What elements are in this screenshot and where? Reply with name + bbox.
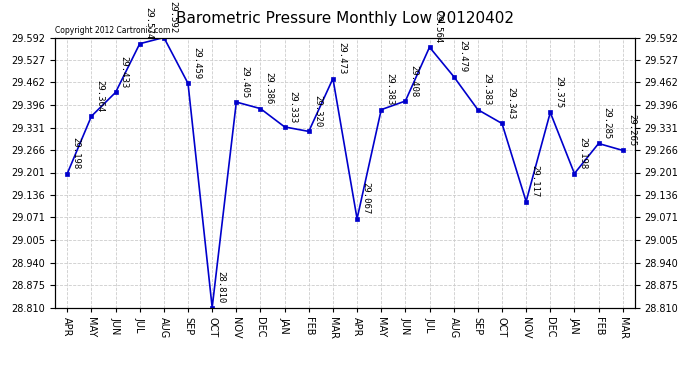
Text: 29.459: 29.459 [193,47,201,79]
Text: 29.564: 29.564 [434,11,443,43]
Text: 28.810: 28.810 [217,271,226,303]
Text: 29.473: 29.473 [337,42,346,74]
Text: 29.364: 29.364 [96,80,105,112]
Text: 29.433: 29.433 [120,56,129,88]
Text: 29.333: 29.333 [289,90,298,123]
Text: 29.383: 29.383 [482,73,491,105]
Text: 29.117: 29.117 [531,165,540,197]
Text: 29.386: 29.386 [265,72,274,105]
Text: 29.375: 29.375 [555,76,564,108]
Text: Copyright 2012 Cartronic.com: Copyright 2012 Cartronic.com [55,26,170,35]
Text: 29.408: 29.408 [410,64,419,97]
Text: 29.320: 29.320 [313,95,322,127]
Text: 29.343: 29.343 [506,87,515,119]
Text: 29.479: 29.479 [458,40,467,72]
Text: 29.198: 29.198 [579,137,588,170]
Text: 29.592: 29.592 [168,1,177,33]
Text: 29.198: 29.198 [72,137,81,170]
Text: 29.285: 29.285 [603,107,612,140]
Text: 29.067: 29.067 [362,182,371,214]
Text: Barometric Pressure Monthly Low 20120402: Barometric Pressure Monthly Low 20120402 [176,11,514,26]
Text: 29.265: 29.265 [627,114,636,146]
Text: 29.383: 29.383 [386,73,395,105]
Text: 29.574: 29.574 [144,7,153,39]
Text: 29.405: 29.405 [241,66,250,98]
